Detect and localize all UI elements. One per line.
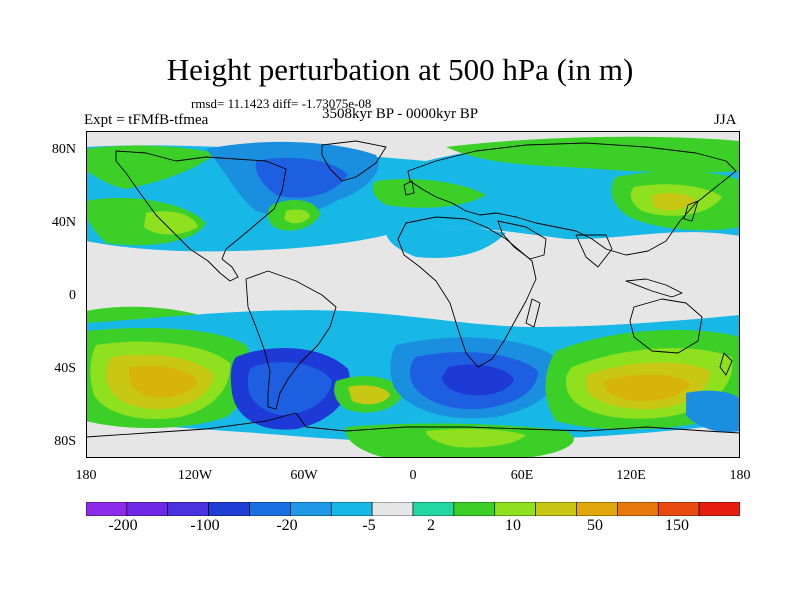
field-asia-olive	[652, 193, 696, 211]
coast-greenland	[321, 140, 387, 182]
colorbar	[86, 502, 740, 516]
coast-south-america	[245, 270, 337, 410]
experiment-label: Expt = tFMfB-tfmea	[84, 112, 209, 128]
season-label: JJA	[714, 112, 737, 128]
period-label: 3508kyr BP - 0000kyr BP	[322, 106, 479, 122]
lat-tick-40s: 40S	[54, 361, 76, 376]
colorbar-label-1: -200	[108, 517, 138, 534]
lon-tick-180w: 180	[75, 468, 97, 483]
colorbar-cell	[371, 502, 414, 516]
colorbar-cell	[453, 502, 496, 516]
field-arctic-darkblue	[255, 157, 348, 198]
stats-line: rmsd= 11.1423 diff= -1.73075e-08	[191, 96, 372, 111]
colorbar-cell	[617, 502, 659, 516]
colorbar-label-4: -5	[362, 517, 376, 534]
colorbar-cell	[126, 502, 169, 516]
field-indian-low-core	[442, 364, 514, 396]
lon-tick-0: 0	[409, 468, 417, 483]
lat-tick-0: 0	[69, 288, 76, 303]
coast-eurasia	[407, 142, 737, 256]
coast-uk	[403, 180, 415, 196]
coast-madagascar	[525, 298, 541, 328]
lat-tick-80s: 80S	[54, 434, 76, 449]
height-perturbation-map	[86, 131, 740, 458]
colorbar-label-7: 50	[587, 517, 603, 534]
coast-australia	[629, 298, 703, 354]
field-natlantic-lime	[284, 209, 310, 224]
coast-antarctica	[86, 412, 740, 438]
colorbar-cell	[494, 502, 536, 516]
colorbar-cell	[290, 502, 332, 516]
coast-arabia	[497, 220, 547, 260]
field-samerica-low-core	[248, 362, 332, 415]
field-antarctic-lime	[426, 428, 526, 448]
lon-tick-60e: 60E	[510, 468, 534, 483]
lat-tick-80n: 80N	[51, 142, 76, 157]
plot-title: Height perturbation at 500 hPa (in m)	[166, 52, 634, 87]
colorbar-cell	[535, 502, 577, 516]
colorbar-cell	[330, 502, 373, 516]
colorbar-cell	[249, 502, 291, 516]
colorbar-cell	[208, 502, 250, 516]
colorbar-cell	[576, 502, 618, 516]
colorbar-cell	[412, 502, 455, 516]
colorbar-label-5: 2	[427, 517, 435, 534]
coast-japan	[683, 200, 699, 222]
colorbar-cell	[86, 502, 128, 516]
colorbar-cell	[698, 502, 740, 516]
field-north-green	[86, 145, 216, 189]
map-frame	[86, 131, 740, 458]
colorbar-cell	[657, 502, 700, 516]
coast-maritime	[625, 278, 683, 298]
coast-nz	[719, 352, 733, 376]
field-spacific-gold	[128, 365, 198, 398]
colorbar-label-2: -100	[190, 517, 220, 534]
colorbar-label-6: 10	[505, 517, 521, 534]
lon-tick-120e: 120E	[616, 468, 646, 483]
coast-africa	[397, 216, 537, 368]
field-tropics-blue	[386, 225, 506, 258]
field-spacific-edge	[686, 390, 740, 433]
colorbar-label-8: 150	[665, 517, 689, 534]
lat-tick-40n: 40N	[51, 215, 76, 230]
colorbar-label-3: -20	[276, 517, 298, 534]
lon-tick-60w: 60W	[290, 468, 318, 483]
coast-india	[575, 234, 613, 268]
coast-north-america	[115, 150, 287, 282]
colorbar-cell	[167, 502, 209, 516]
field-satlantic-olive	[348, 385, 390, 405]
lon-tick-180e: 180	[729, 468, 751, 483]
lon-tick-120w: 120W	[177, 468, 213, 483]
field-austral-gold	[603, 374, 690, 401]
